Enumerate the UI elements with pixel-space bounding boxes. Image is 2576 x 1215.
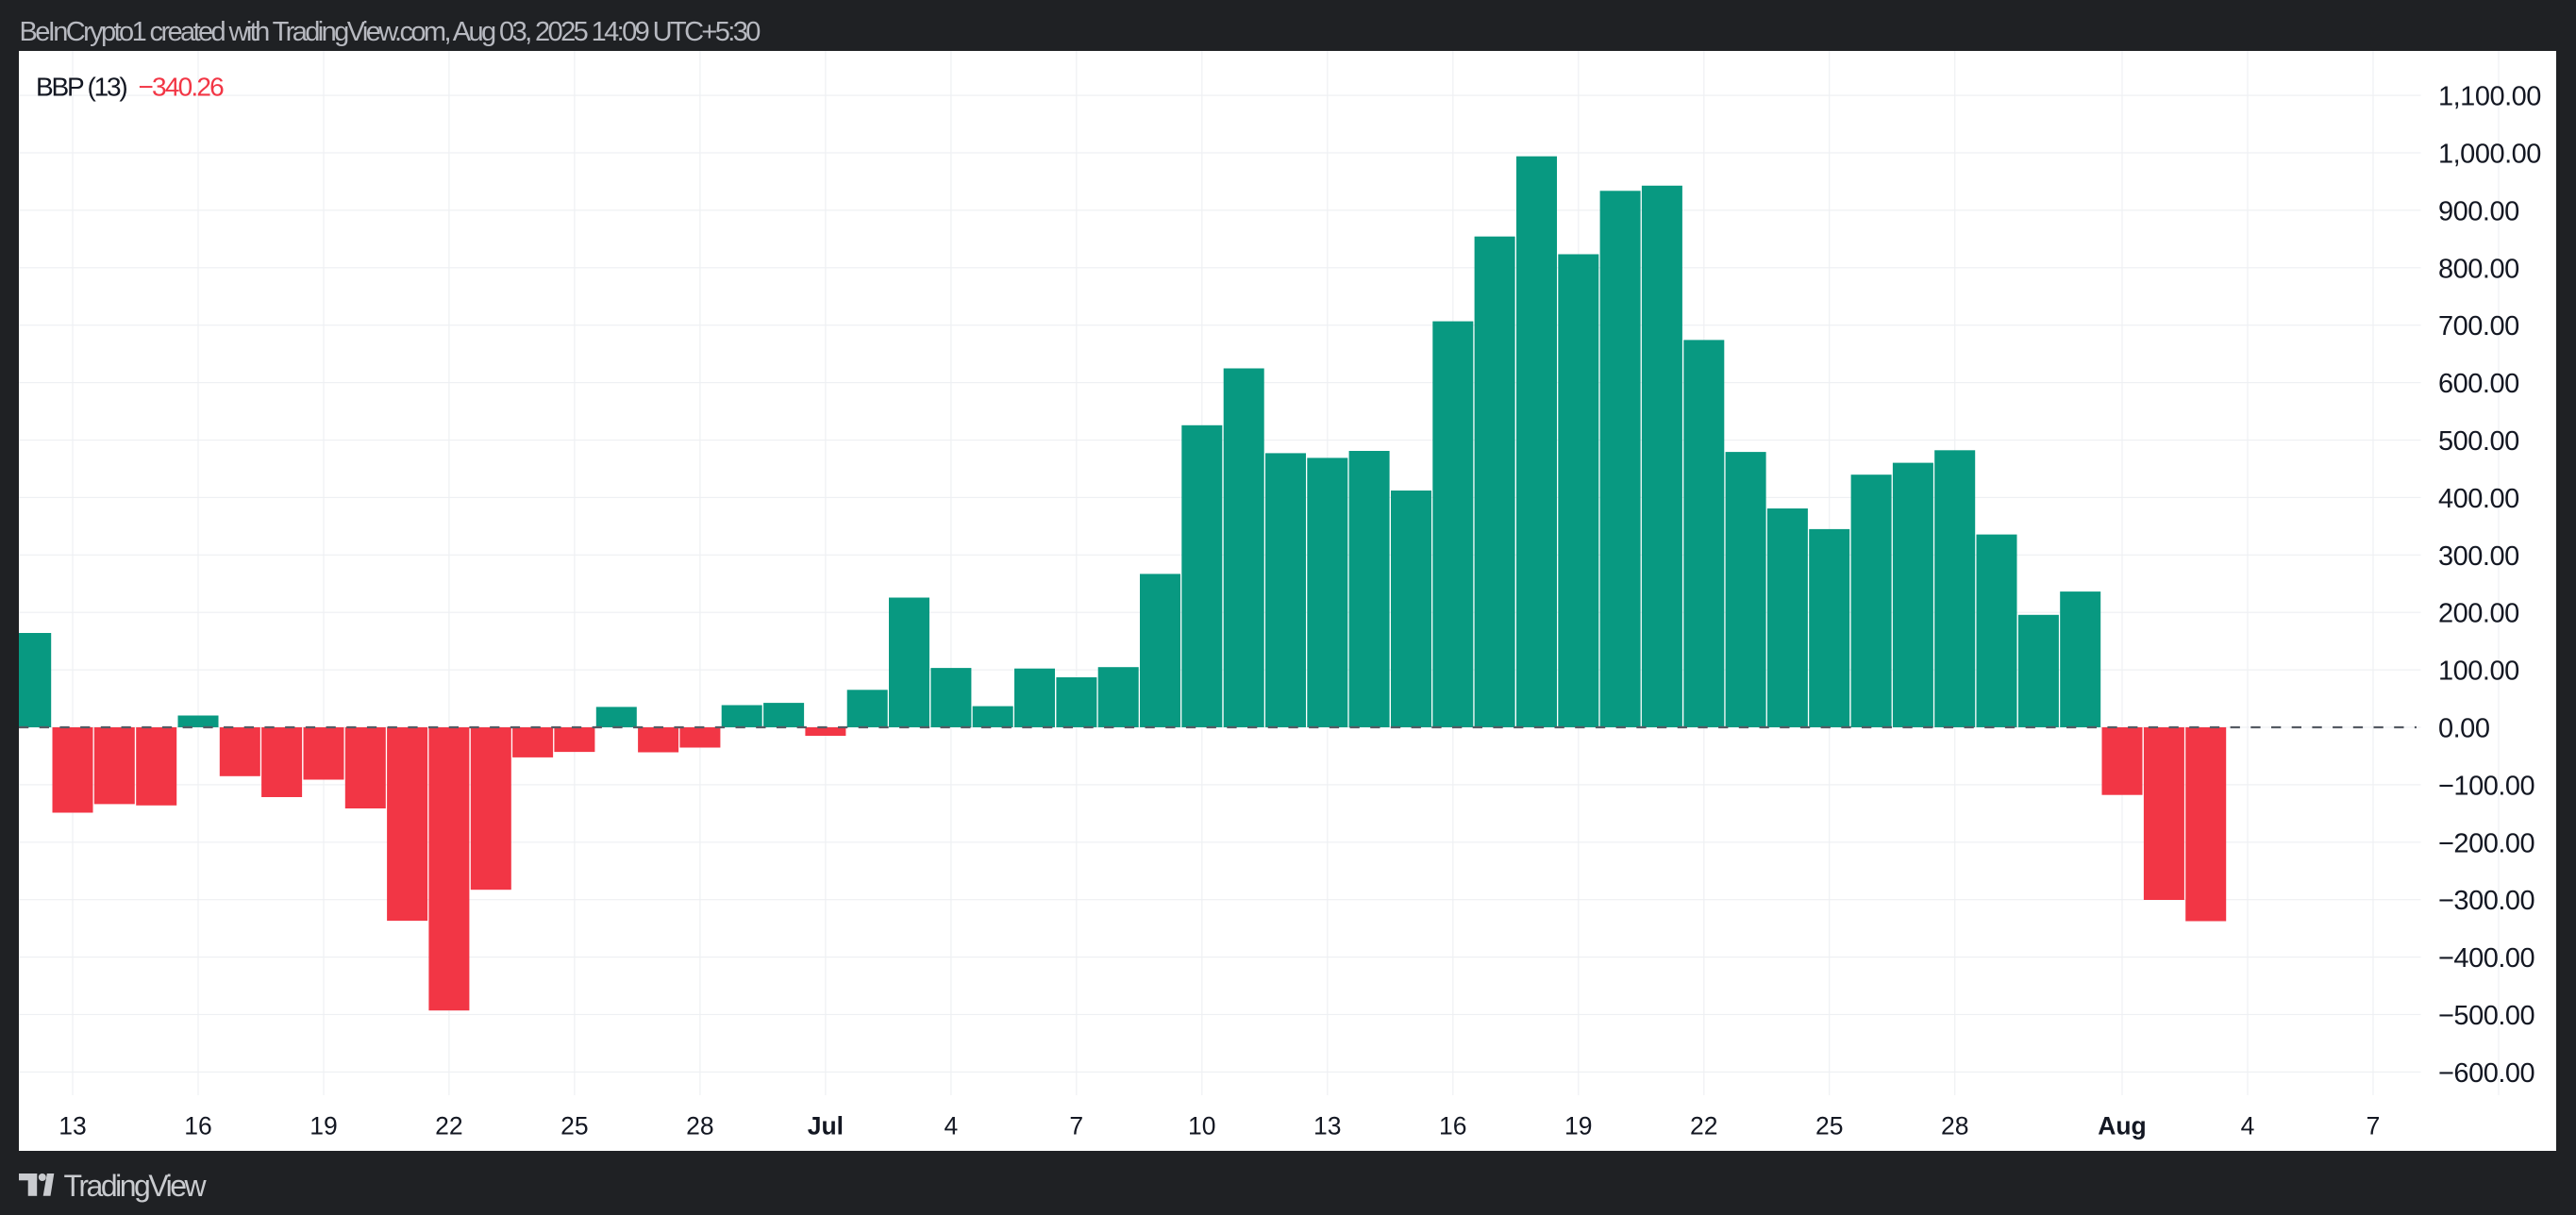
svg-text:200.00: 200.00 [2438, 599, 2519, 629]
svg-text:800.00: 800.00 [2438, 254, 2519, 284]
svg-text:7: 7 [2367, 1111, 2381, 1140]
svg-text:−500.00: −500.00 [2438, 1001, 2534, 1031]
svg-text:900.00: 900.00 [2438, 196, 2519, 226]
svg-text:400.00: 400.00 [2438, 484, 2519, 514]
svg-text:600.00: 600.00 [2438, 369, 2519, 399]
svg-text:0.00: 0.00 [2438, 714, 2489, 744]
svg-text:100.00: 100.00 [2438, 657, 2519, 687]
svg-text:16: 16 [1439, 1111, 1466, 1140]
svg-text:Jul: Jul [808, 1111, 844, 1140]
svg-text:BBP (13): BBP (13) [36, 73, 126, 102]
svg-text:−600.00: −600.00 [2438, 1058, 2534, 1089]
svg-text:Aug: Aug [2098, 1111, 2147, 1140]
svg-text:28: 28 [686, 1111, 713, 1140]
svg-text:7: 7 [1069, 1111, 1083, 1140]
svg-text:19: 19 [309, 1111, 337, 1140]
svg-text:4: 4 [2241, 1111, 2255, 1140]
svg-text:22: 22 [1690, 1111, 1717, 1140]
svg-text:13: 13 [59, 1111, 86, 1140]
svg-text:22: 22 [435, 1111, 462, 1140]
svg-text:19: 19 [1564, 1111, 1592, 1140]
svg-text:500.00: 500.00 [2438, 426, 2519, 457]
svg-text:10: 10 [1188, 1111, 1215, 1140]
svg-text:25: 25 [560, 1111, 588, 1140]
svg-text:700.00: 700.00 [2438, 311, 2519, 341]
svg-text:−100.00: −100.00 [2438, 771, 2534, 801]
svg-text:1,100.00: 1,100.00 [2438, 82, 2541, 112]
svg-text:−400.00: −400.00 [2438, 943, 2534, 974]
svg-text:TradingView: TradingView [64, 1169, 208, 1203]
svg-text:1,000.00: 1,000.00 [2438, 140, 2541, 170]
svg-text:−340.26: −340.26 [139, 73, 225, 102]
svg-text:13: 13 [1313, 1111, 1341, 1140]
svg-text:4: 4 [945, 1111, 959, 1140]
svg-text:300.00: 300.00 [2438, 541, 2519, 572]
svg-text:−200.00: −200.00 [2438, 828, 2534, 858]
svg-text:28: 28 [1941, 1111, 1968, 1140]
svg-text:25: 25 [1815, 1111, 1843, 1140]
svg-text:16: 16 [184, 1111, 211, 1140]
svg-text:−300.00: −300.00 [2438, 886, 2534, 916]
svg-text:BeInCrypto1 created with Tradi: BeInCrypto1 created with TradingView.com… [20, 17, 761, 47]
